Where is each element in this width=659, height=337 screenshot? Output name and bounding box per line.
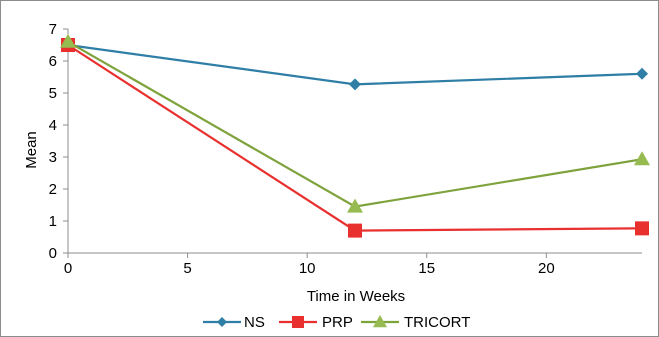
series-line-tricort xyxy=(67,40,643,208)
y-tick-label: 1 xyxy=(49,213,57,230)
y-tick-label: 6 xyxy=(49,53,57,70)
y-tick-label: 5 xyxy=(49,85,57,102)
legend-item-ns: NS xyxy=(203,314,265,331)
legend-label-prp: PRP xyxy=(322,314,353,331)
data-point-tricort xyxy=(634,151,650,166)
data-point-tricort xyxy=(60,33,76,48)
x-tick-label: 5 xyxy=(183,260,191,277)
y-tick-label: 2 xyxy=(49,181,57,198)
series-ns xyxy=(62,39,648,91)
x-tick-label: 15 xyxy=(418,260,435,277)
y-tick-label: 0 xyxy=(49,245,57,262)
series-layer xyxy=(60,33,650,238)
data-point-ns xyxy=(349,78,361,91)
data-point-prp xyxy=(348,223,362,238)
legend: NS PRP TRICORT xyxy=(203,314,470,331)
axes: 0 1 2 3 4 5 6 7 0 5 10 15 20 xyxy=(49,21,642,277)
legend-label-ns: NS xyxy=(244,314,265,331)
legend-marker-tricort xyxy=(373,315,387,328)
y-tick-label: 3 xyxy=(49,149,57,166)
x-tick-label: 20 xyxy=(538,260,555,277)
data-point-ns xyxy=(636,67,648,80)
x-axis-title: Time in Weeks xyxy=(307,288,405,305)
legend-item-prp: PRP xyxy=(279,314,353,331)
y-tick-label: 4 xyxy=(49,117,57,134)
x-tick-label: 0 xyxy=(64,260,72,277)
data-point-tricort xyxy=(347,198,363,213)
legend-marker-prp xyxy=(292,316,304,328)
legend-item-tricort: TRICORT xyxy=(361,314,470,331)
y-tick-label: 7 xyxy=(49,21,57,38)
y-axis-title: Mean xyxy=(23,131,40,169)
x-tick-label: 10 xyxy=(299,260,316,277)
legend-marker-ns xyxy=(217,317,227,327)
legend-label-tricort: TRICORT xyxy=(404,314,470,331)
data-point-prp xyxy=(635,221,649,236)
series-tricort xyxy=(60,33,650,213)
